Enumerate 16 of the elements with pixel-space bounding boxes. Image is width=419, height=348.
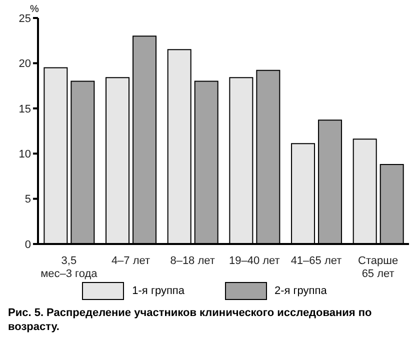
y-tick-label: 20 [18,58,31,70]
x-tick-label: 8–18 лет [170,255,215,267]
y-tick-label: 5 [24,194,31,206]
legend-label: 2-я группа [274,285,327,297]
y-tick-label: 15 [18,103,31,116]
x-tick-label: 19–40 лет [228,255,280,267]
y-tick-label: 0 [24,238,31,251]
text: Рис. 5. Распределение участников клинического исследования по возрасту. [7,306,373,334]
y-tick-label: 25 [18,12,31,25]
y-tick-label: 10 [18,148,31,161]
y-axis-title: % [30,4,39,15]
x-tick-label: Старше 65 лет [358,255,398,280]
legend-label: 1-я группа [132,285,184,297]
x-tick-label: 3,5 мес–3 года [40,255,98,280]
x-tick-label: 41–65 лет [290,255,342,267]
x-tick-label: 4–7 лет [111,255,150,267]
